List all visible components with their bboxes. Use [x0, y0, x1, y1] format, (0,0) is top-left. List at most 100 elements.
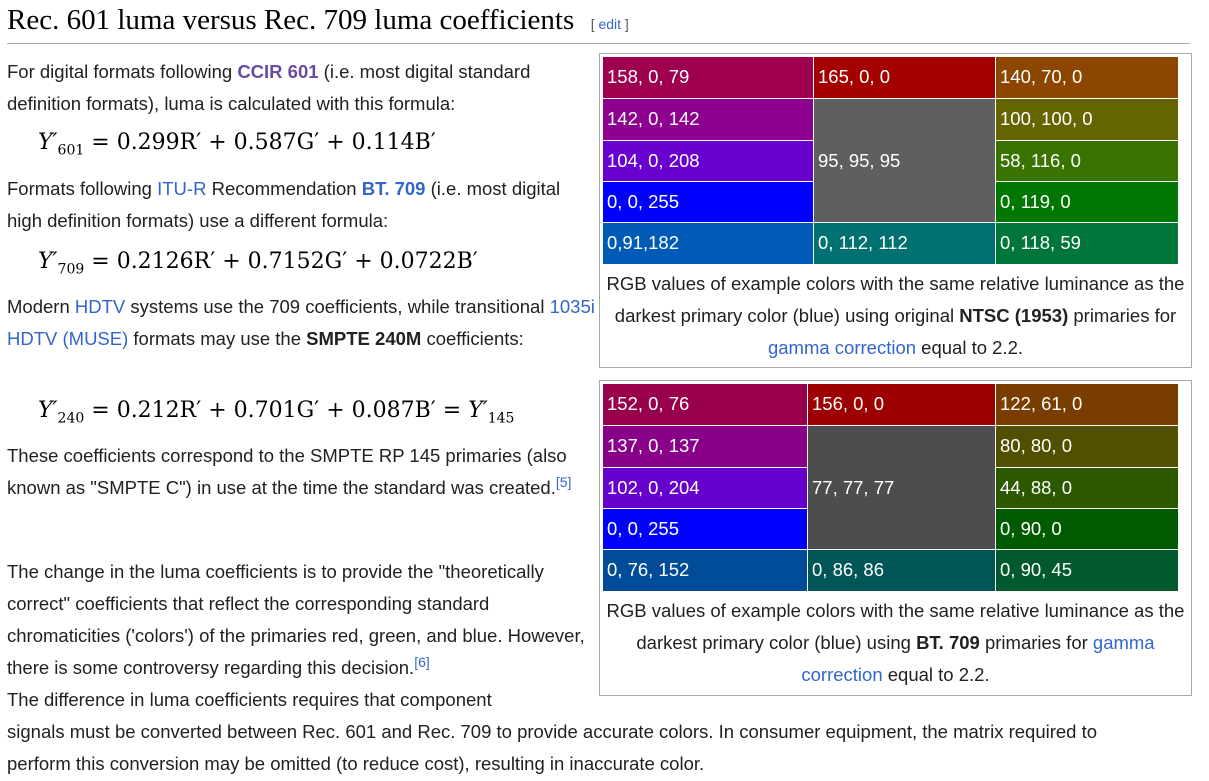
text-line: perform this conversion may be omitted (…: [7, 753, 705, 774]
color-cell: 0, 90, 0: [996, 509, 1179, 550]
cell-label: 158, 0, 79: [607, 66, 690, 87]
formula-240: Y′240 = 0.212R′ + 0.701G′ + 0.087B′ = Y′…: [38, 398, 514, 426]
color-cell: 102, 0, 204: [603, 468, 808, 509]
formula-rhs: = 0.2126R′ + 0.7152G′ + 0.0722B′: [91, 249, 478, 274]
text: These coefficients correspond to the SMP…: [7, 445, 567, 498]
text: formats may use the: [128, 328, 307, 349]
color-cell: 0, 90, 45: [996, 550, 1179, 592]
cell-label: 165, 0, 0: [818, 66, 891, 87]
text: systems use the 709 coefficients, while …: [125, 296, 550, 317]
smpte-240m: SMPTE 240M: [306, 328, 422, 349]
color-cell: 0, 76, 152: [603, 550, 808, 592]
paragraph-conversion: The difference in luma coefficients requ…: [7, 684, 1202, 780]
color-cell: 0, 0, 255: [603, 182, 814, 223]
muse-link[interactable]: 1035i HDTV (MUSE): [7, 296, 595, 349]
cell-label: 122, 61, 0: [1000, 393, 1083, 414]
paragraph-smpte-c: These coefficients correspond to the SMP…: [7, 440, 582, 504]
paragraph-controversy: The change in the luma coefficients is t…: [7, 556, 592, 684]
formula-709: Y′709 = 0.2126R′ + 0.7152G′ + 0.0722B′: [38, 249, 478, 277]
cell-label: 152, 0, 76: [607, 393, 690, 414]
cell-label: 140, 70, 0: [1000, 66, 1083, 87]
text-line: The difference in luma coefficients requ…: [7, 689, 492, 710]
color-grid: 158, 0, 79 165, 0, 0 140, 70, 0 142, 0, …: [603, 57, 1179, 265]
color-cell: 0,91,182: [603, 223, 814, 265]
color-cell: 122, 61, 0: [996, 384, 1179, 426]
figure-caption: RGB values of example colors with the sa…: [600, 595, 1191, 691]
ccir-601-link[interactable]: CCIR 601: [237, 61, 319, 82]
ref-6-link[interactable]: [6]: [414, 653, 430, 670]
text: Formats following: [7, 178, 158, 199]
text: (i.e. most digital high definition forma…: [7, 178, 561, 231]
color-cell: 158, 0, 79: [603, 57, 814, 99]
color-grid: 152, 0, 76 156, 0, 0 122, 61, 0 137, 0, …: [603, 384, 1179, 592]
text: RGB values of example colors with the sa…: [606, 600, 1185, 653]
text: coefficients:: [421, 328, 524, 349]
formula-lhs: Y′: [38, 398, 58, 423]
figure-caption: RGB values of example colors with the sa…: [600, 268, 1191, 364]
cell-label: 137, 0, 137: [607, 435, 700, 456]
cell-label: 77, 77, 77: [812, 477, 895, 498]
ntsc-label: NTSC (1953): [959, 305, 1069, 326]
formula-lhs2: Y′: [468, 398, 488, 423]
formula-sub2: 145: [487, 410, 515, 427]
text-line: signals must be converted between Rec. 6…: [7, 721, 1098, 742]
color-cell: 140, 70, 0: [996, 57, 1179, 99]
text: equal to 2.2.: [882, 664, 990, 685]
formula-lhs: Y′: [38, 130, 58, 155]
cell-label: 156, 0, 0: [812, 393, 885, 414]
formula-601: Y′601 = 0.299R′ + 0.587G′ + 0.114B′: [38, 130, 436, 158]
cell-label: 0, 90, 45: [1000, 559, 1073, 580]
edit-section: [ edit ]: [590, 16, 629, 32]
bt709-label: BT. 709: [916, 632, 980, 653]
cell-label: 0, 0, 255: [607, 191, 680, 212]
cell-label: 44, 88, 0: [1000, 477, 1073, 498]
edit-link[interactable]: edit: [598, 16, 622, 32]
text: (i.e. most digital standard definition f…: [7, 61, 531, 114]
text: primaries for: [1068, 305, 1177, 326]
cell-label: 95, 95, 95: [818, 150, 901, 171]
itu-r-link[interactable]: ITU-R: [157, 178, 207, 199]
paragraph-hdtv: Modern HDTV systems use the 709 coeffici…: [7, 291, 597, 355]
text: RGB values of example colors with the sa…: [606, 273, 1185, 326]
ref-5-link[interactable]: [5]: [555, 473, 572, 490]
color-cell: 80, 80, 0: [996, 426, 1179, 468]
bt709-link[interactable]: BT. 709: [361, 178, 426, 199]
color-cell: 152, 0, 76: [603, 384, 808, 426]
section-heading: Rec. 601 luma versus Rec. 709 luma coeff…: [7, 2, 1190, 44]
cell-label: 0, 90, 0: [1000, 518, 1062, 539]
paragraph-ccir601: For digital formats following CCIR 601 (…: [7, 56, 582, 120]
cell-label: 142, 0, 142: [607, 108, 700, 129]
text: The change in the luma coefficients is t…: [7, 561, 585, 678]
color-cell: 165, 0, 0: [814, 57, 996, 99]
cell-label: 104, 0, 208: [607, 150, 700, 171]
cell-label: 0, 0, 255: [607, 518, 680, 539]
text: Recommendation: [206, 178, 362, 199]
gamma-correction-link[interactable]: gamma correction: [767, 337, 917, 358]
gamma-correction-link[interactable]: gamma correction: [801, 632, 1155, 685]
cell-label: 0, 76, 152: [607, 559, 690, 580]
hdtv-link[interactable]: HDTV: [74, 296, 126, 317]
color-cell: 58, 116, 0: [996, 141, 1179, 182]
formula-rhs: = 0.299R′ + 0.587G′ + 0.114B′: [91, 130, 436, 155]
cell-label: 100, 100, 0: [1000, 108, 1093, 129]
section-title: Rec. 601 luma versus Rec. 709 luma coeff…: [7, 4, 575, 36]
color-cell: 0, 0, 255: [603, 509, 808, 550]
cell-label: 0, 118, 59: [1000, 232, 1081, 253]
figure-ntsc: 158, 0, 79 165, 0, 0 140, 70, 0 142, 0, …: [599, 53, 1192, 368]
color-cell: 0, 86, 86: [808, 550, 996, 592]
color-cell: 0, 112, 112: [814, 223, 996, 265]
text: equal to 2.2.: [916, 337, 1024, 358]
text: Modern: [7, 296, 75, 317]
cell-label: 0,91,182: [607, 232, 680, 253]
cell-label: 0, 86, 86: [812, 559, 885, 580]
color-cell: 142, 0, 142: [603, 99, 814, 141]
formula-sub: 601: [57, 142, 85, 159]
color-cell-gray: 77, 77, 77: [808, 426, 996, 550]
cell-label: 0, 112, 112: [818, 232, 908, 253]
formula-sub: 240: [57, 410, 85, 427]
color-cell: 137, 0, 137: [603, 426, 808, 468]
cell-label: 80, 80, 0: [1000, 435, 1073, 456]
color-cell: 104, 0, 208: [603, 141, 814, 182]
color-cell: 44, 88, 0: [996, 468, 1179, 509]
formula-rhs: = 0.212R′ + 0.701G′ + 0.087B′ =: [91, 398, 469, 423]
